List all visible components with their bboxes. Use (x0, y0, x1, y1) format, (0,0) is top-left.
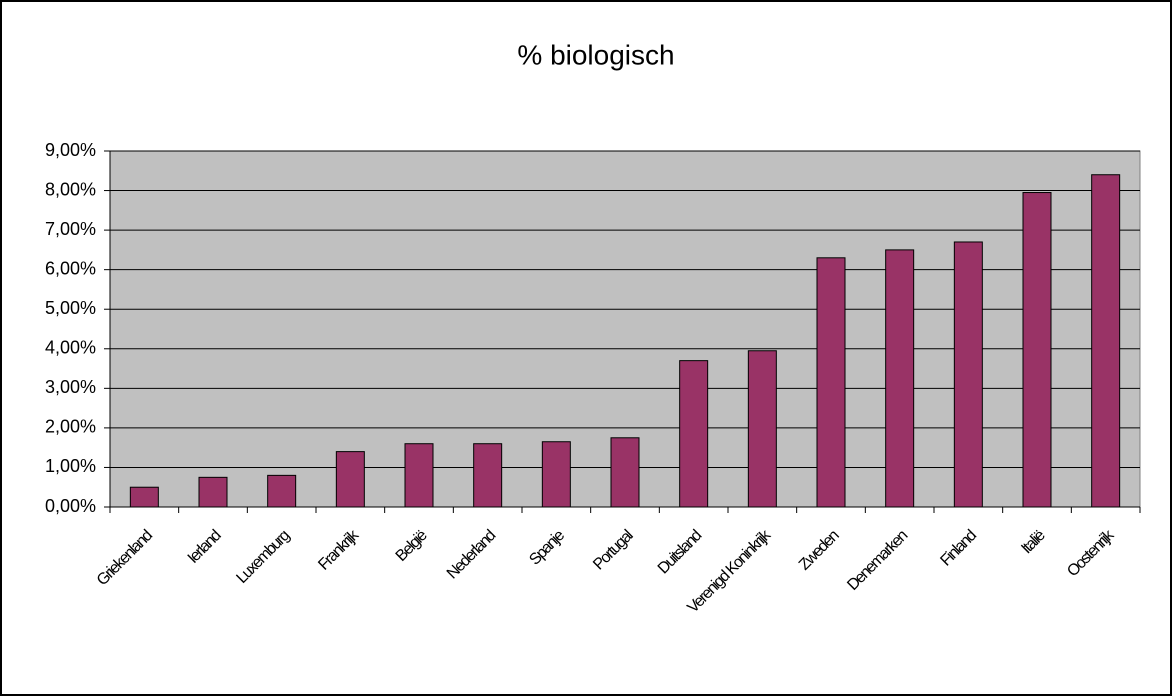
y-tick-label: 4,00% (45, 338, 96, 358)
bar (473, 443, 503, 508)
y-tick-label: 8,00% (45, 179, 96, 199)
bar (267, 474, 297, 508)
bar (1091, 174, 1121, 508)
y-tick-label: 1,00% (45, 456, 96, 476)
bar (404, 443, 434, 508)
bar (679, 360, 709, 508)
bar (816, 257, 846, 508)
y-tick-label: 7,00% (45, 219, 96, 239)
y-tick-label: 5,00% (45, 298, 96, 318)
y-tick-label: 3,00% (45, 377, 96, 397)
y-tick-label: 2,00% (45, 417, 96, 437)
bar (1022, 192, 1052, 508)
bar (129, 486, 159, 508)
y-tick-label: 9,00% (45, 140, 96, 160)
bar (335, 451, 365, 508)
bar (885, 249, 915, 508)
y-tick-label: 6,00% (45, 258, 96, 278)
y-tick-label: 0,00% (45, 496, 96, 516)
bar (610, 437, 640, 508)
bar (198, 476, 228, 508)
bar (541, 441, 571, 508)
bar (953, 241, 983, 508)
bar (747, 350, 777, 508)
chart-title: % biologisch (517, 39, 674, 70)
